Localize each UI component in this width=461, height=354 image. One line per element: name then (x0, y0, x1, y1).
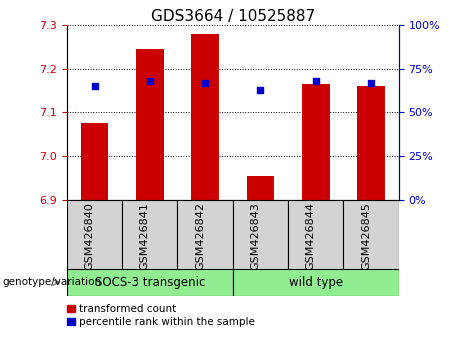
Bar (357, 86, 385, 200)
Bar (233, 269, 399, 296)
Bar (288, 200, 343, 269)
Text: SOCS-3 transgenic: SOCS-3 transgenic (95, 276, 205, 289)
Bar (247, 176, 274, 200)
Point (312, 78, 319, 84)
Text: GSM426845: GSM426845 (361, 202, 371, 270)
Text: wild type: wild type (289, 276, 343, 289)
Bar (191, 34, 219, 200)
Point (367, 80, 375, 85)
Bar (302, 84, 330, 200)
Text: GSM426840: GSM426840 (84, 202, 95, 270)
Point (91, 83, 98, 89)
Title: GDS3664 / 10525887: GDS3664 / 10525887 (151, 8, 315, 24)
Point (146, 78, 154, 84)
Bar (177, 200, 233, 269)
Bar (67, 269, 233, 296)
Point (257, 87, 264, 92)
Text: GSM426843: GSM426843 (250, 202, 260, 270)
Text: GSM426842: GSM426842 (195, 202, 205, 270)
Bar (343, 200, 399, 269)
Text: GSM426841: GSM426841 (140, 202, 150, 270)
Bar (81, 123, 108, 200)
Text: genotype/variation: genotype/variation (2, 277, 101, 287)
Bar (122, 200, 177, 269)
Legend: transformed count, percentile rank within the sample: transformed count, percentile rank withi… (67, 304, 255, 327)
Bar (233, 200, 288, 269)
Text: GSM426844: GSM426844 (306, 202, 316, 270)
Bar (136, 49, 164, 200)
Point (201, 80, 209, 85)
Bar (67, 200, 122, 269)
